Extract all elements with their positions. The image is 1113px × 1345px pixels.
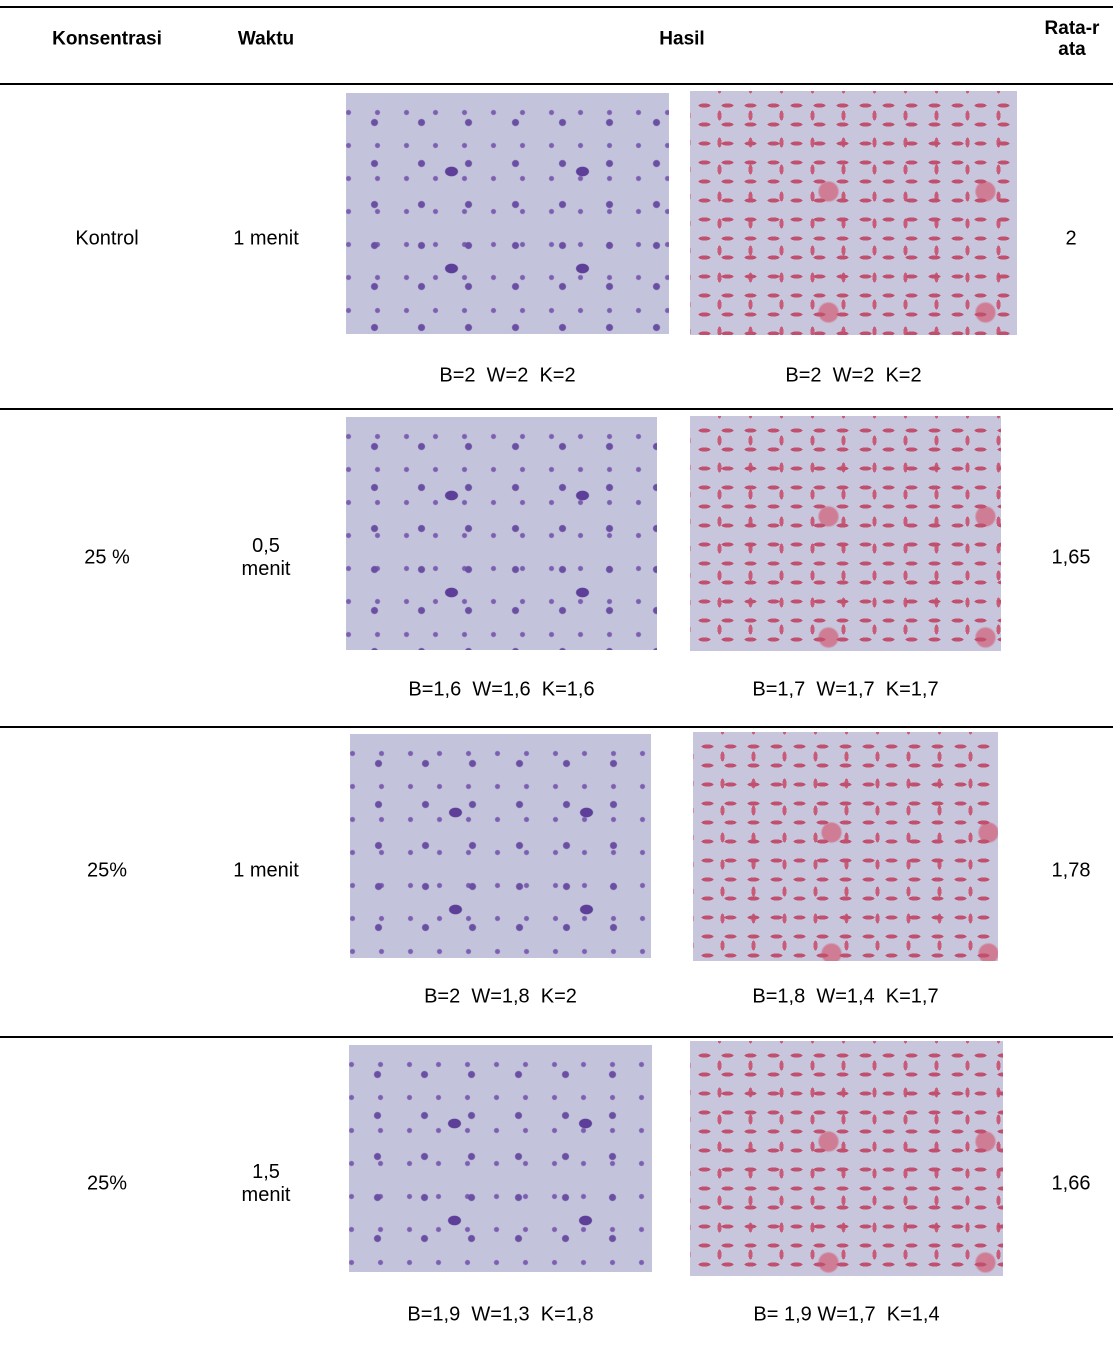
hasil-label: B=1,9 W=1,3 K=1,8 <box>407 1304 593 1327</box>
waktu-cell: 0,5 menit <box>228 535 304 581</box>
micrograph <box>690 91 1017 335</box>
rata-rata-cell: 1,78 <box>1052 860 1091 883</box>
rata-rata-cell: 1,66 <box>1052 1173 1091 1196</box>
konsentrasi-cell: 25% <box>87 860 127 883</box>
konsentrasi-cell: 25% <box>87 1173 127 1196</box>
waktu-cell: 1 menit <box>228 860 304 883</box>
hasil-label: B=2 W=2 K=2 <box>439 365 575 388</box>
konsentrasi-cell: Kontrol <box>75 228 138 251</box>
header-rule <box>0 83 1113 85</box>
row-rule <box>0 408 1113 410</box>
micrograph <box>350 734 651 958</box>
hasil-label: B=2 W=1,8 K=2 <box>424 986 577 1009</box>
micrograph <box>690 416 1001 651</box>
header-cell: Rata-rata <box>1044 18 1100 60</box>
row-rule <box>0 1036 1113 1038</box>
hasil-label: B=1,7 W=1,7 K=1,7 <box>752 679 938 702</box>
micrograph <box>693 732 998 961</box>
header-cell: Waktu <box>238 28 294 51</box>
hasil-label: B=1,8 W=1,4 K=1,7 <box>752 986 938 1009</box>
waktu-cell: 1,5 menit <box>228 1161 304 1207</box>
header-cell: Hasil <box>659 28 704 51</box>
rata-rata-cell: 2 <box>1065 228 1076 251</box>
hasil-label: B= 1,9 W=1,7 K=1,4 <box>753 1304 939 1327</box>
waktu-cell: 1 menit <box>228 228 304 251</box>
micrograph <box>346 417 657 650</box>
hasil-label: B=1,6 W=1,6 K=1,6 <box>408 679 594 702</box>
row-rule <box>0 726 1113 728</box>
micrograph <box>346 93 669 334</box>
table-top-rule <box>0 6 1113 8</box>
micrograph <box>690 1041 1003 1276</box>
rata-rata-cell: 1,65 <box>1052 547 1091 570</box>
page: Konsentrasi Waktu Hasil Rata-rata Kontro… <box>0 0 1113 1345</box>
header-cell: Konsentrasi <box>52 28 162 51</box>
micrograph <box>349 1045 652 1272</box>
hasil-label: B=2 W=2 K=2 <box>785 365 921 388</box>
konsentrasi-cell: 25 % <box>84 547 130 570</box>
